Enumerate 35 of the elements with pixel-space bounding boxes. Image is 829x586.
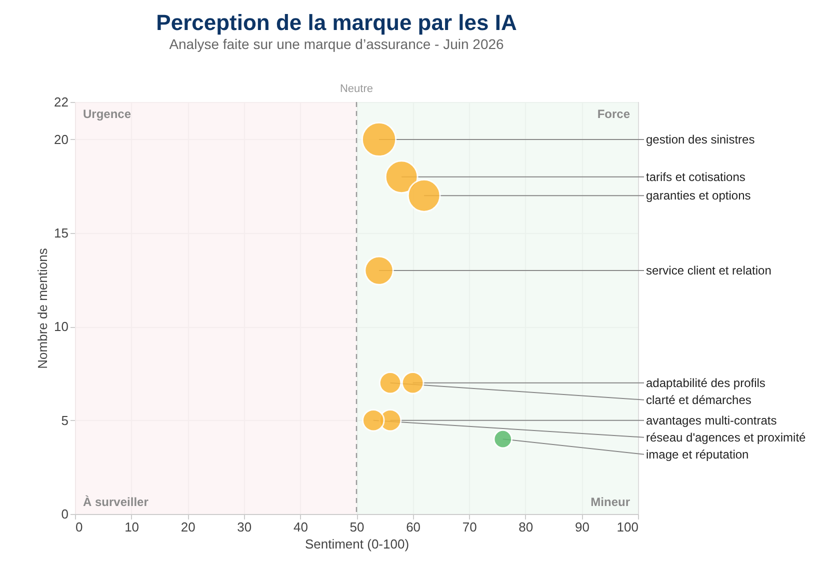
annotation: Force — [597, 107, 630, 121]
y-tick-label: 20 — [54, 132, 68, 147]
text: tarifs et cotisations — [646, 170, 746, 184]
chart-subtitle: Analyse faite sur une marque d’assurance - Juin 2026 — [169, 36, 504, 52]
x-tick-label: 50 — [350, 520, 364, 534]
x-tick-label: 100 — [616, 520, 638, 534]
x-tick-label: 60 — [406, 520, 421, 534]
y-axis-title: Nombre de mentions — [35, 248, 50, 369]
text: garanties et options — [646, 188, 751, 203]
annotation: À surveiller — [83, 495, 149, 509]
y-tick-label: 15 — [54, 226, 68, 241]
y-tick-label: 0 — [61, 506, 68, 522]
text: gestion des sinistres — [646, 132, 755, 146]
text: service client et relation — [646, 264, 772, 278]
y-tick-label: 5 — [61, 412, 68, 428]
ref-line-label: Neutre — [340, 83, 374, 95]
text: avantages multi-contrats — [646, 413, 777, 428]
x-tick-label: 10 — [124, 520, 140, 534]
y-tick-label: 10 — [54, 319, 68, 334]
x-tick-label: 90 — [574, 520, 590, 534]
x-tick-label: 0 — [76, 520, 83, 534]
text: clarté et démarches — [646, 392, 752, 407]
text: adaptabilité des profils — [646, 376, 766, 390]
annotation: Mineur — [590, 495, 630, 509]
x-axis-title: Sentiment (0-100) — [304, 536, 410, 552]
annotation: Urgence — [83, 107, 132, 121]
x-tick-label: 80 — [518, 520, 534, 534]
x-tick-label: 70 — [462, 520, 477, 534]
text: image et réputation — [646, 447, 749, 462]
chart-title: Perception de la marque par les IA — [156, 10, 517, 35]
text: réseau d'agences et proximité — [646, 430, 806, 444]
y-tick-label: 22 — [54, 94, 68, 110]
x-tick-label: 20 — [180, 520, 196, 534]
x-tick-label: 30 — [237, 520, 252, 534]
x-tick-label: 40 — [293, 520, 308, 534]
